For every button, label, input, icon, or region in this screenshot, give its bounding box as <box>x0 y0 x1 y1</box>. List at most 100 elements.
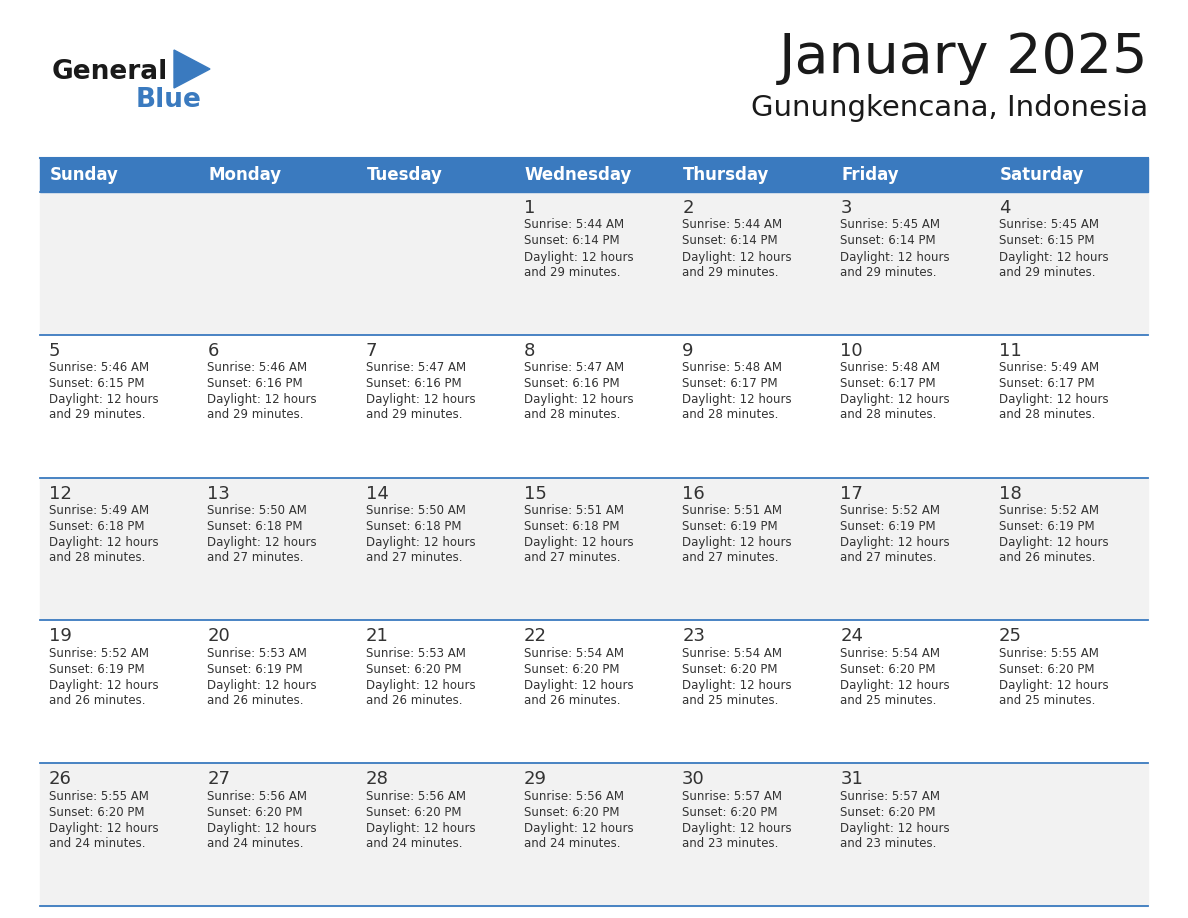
Text: Friday: Friday <box>841 166 899 184</box>
Text: and 28 minutes.: and 28 minutes. <box>840 409 937 421</box>
Text: and 28 minutes.: and 28 minutes. <box>999 409 1095 421</box>
Text: Daylight: 12 hours: Daylight: 12 hours <box>49 536 159 549</box>
Text: Monday: Monday <box>208 166 282 184</box>
Text: Sunrise: 5:53 AM: Sunrise: 5:53 AM <box>366 647 466 660</box>
Bar <box>40 763 1148 906</box>
Text: Sunset: 6:20 PM: Sunset: 6:20 PM <box>682 663 778 676</box>
Text: and 29 minutes.: and 29 minutes. <box>840 265 937 278</box>
Text: Sunset: 6:18 PM: Sunset: 6:18 PM <box>366 521 461 533</box>
Text: Daylight: 12 hours: Daylight: 12 hours <box>49 393 159 407</box>
Text: 22: 22 <box>524 627 546 645</box>
Text: Sunset: 6:20 PM: Sunset: 6:20 PM <box>840 806 936 819</box>
Text: Sunday: Sunday <box>50 166 119 184</box>
Text: Daylight: 12 hours: Daylight: 12 hours <box>524 393 633 407</box>
Text: Sunrise: 5:48 AM: Sunrise: 5:48 AM <box>682 362 782 375</box>
Text: Sunset: 6:16 PM: Sunset: 6:16 PM <box>366 377 461 390</box>
Text: Sunset: 6:19 PM: Sunset: 6:19 PM <box>682 521 778 533</box>
Text: 17: 17 <box>840 485 864 502</box>
Text: Sunset: 6:15 PM: Sunset: 6:15 PM <box>49 377 145 390</box>
Text: Sunset: 6:20 PM: Sunset: 6:20 PM <box>524 663 619 676</box>
Text: Daylight: 12 hours: Daylight: 12 hours <box>682 393 791 407</box>
Text: Thursday: Thursday <box>683 166 770 184</box>
Text: and 28 minutes.: and 28 minutes. <box>49 551 145 564</box>
Text: Daylight: 12 hours: Daylight: 12 hours <box>207 822 317 834</box>
Text: Sunrise: 5:49 AM: Sunrise: 5:49 AM <box>49 504 150 517</box>
Text: Sunset: 6:18 PM: Sunset: 6:18 PM <box>49 521 145 533</box>
Bar <box>40 335 1148 477</box>
Text: Sunset: 6:15 PM: Sunset: 6:15 PM <box>999 234 1094 248</box>
Text: Sunrise: 5:47 AM: Sunrise: 5:47 AM <box>524 362 624 375</box>
Text: Sunrise: 5:55 AM: Sunrise: 5:55 AM <box>999 647 1099 660</box>
Text: and 25 minutes.: and 25 minutes. <box>840 694 937 707</box>
Text: General: General <box>52 59 169 85</box>
Text: and 27 minutes.: and 27 minutes. <box>366 551 462 564</box>
Text: 18: 18 <box>999 485 1022 502</box>
Text: Sunrise: 5:54 AM: Sunrise: 5:54 AM <box>840 647 941 660</box>
Text: 24: 24 <box>840 627 864 645</box>
Text: and 27 minutes.: and 27 minutes. <box>207 551 304 564</box>
Bar <box>40 621 1148 763</box>
Text: Daylight: 12 hours: Daylight: 12 hours <box>999 536 1108 549</box>
Text: and 29 minutes.: and 29 minutes. <box>524 265 620 278</box>
Text: Sunset: 6:19 PM: Sunset: 6:19 PM <box>999 521 1094 533</box>
Text: 15: 15 <box>524 485 546 502</box>
Text: and 28 minutes.: and 28 minutes. <box>682 409 778 421</box>
Text: Gunungkencana, Indonesia: Gunungkencana, Indonesia <box>751 94 1148 122</box>
Text: and 24 minutes.: and 24 minutes. <box>49 836 145 850</box>
Text: 5: 5 <box>49 341 61 360</box>
Text: Sunset: 6:20 PM: Sunset: 6:20 PM <box>366 806 461 819</box>
Text: 26: 26 <box>49 770 72 789</box>
Polygon shape <box>173 50 210 88</box>
Text: Sunset: 6:20 PM: Sunset: 6:20 PM <box>999 663 1094 676</box>
Text: Sunrise: 5:44 AM: Sunrise: 5:44 AM <box>524 218 624 231</box>
Text: 23: 23 <box>682 627 706 645</box>
Text: Sunrise: 5:48 AM: Sunrise: 5:48 AM <box>840 362 941 375</box>
Text: Daylight: 12 hours: Daylight: 12 hours <box>207 679 317 692</box>
Text: Sunrise: 5:57 AM: Sunrise: 5:57 AM <box>840 789 941 802</box>
Text: and 24 minutes.: and 24 minutes. <box>524 836 620 850</box>
Text: Sunrise: 5:57 AM: Sunrise: 5:57 AM <box>682 789 782 802</box>
Text: and 25 minutes.: and 25 minutes. <box>682 694 778 707</box>
Text: Sunset: 6:20 PM: Sunset: 6:20 PM <box>840 663 936 676</box>
Text: Wednesday: Wednesday <box>525 166 632 184</box>
Text: 7: 7 <box>366 341 377 360</box>
Text: 2: 2 <box>682 199 694 217</box>
Text: and 24 minutes.: and 24 minutes. <box>207 836 304 850</box>
Text: Daylight: 12 hours: Daylight: 12 hours <box>840 393 950 407</box>
Text: 21: 21 <box>366 627 388 645</box>
Text: Daylight: 12 hours: Daylight: 12 hours <box>49 822 159 834</box>
Text: 1: 1 <box>524 199 536 217</box>
Text: 8: 8 <box>524 341 536 360</box>
Text: Daylight: 12 hours: Daylight: 12 hours <box>524 822 633 834</box>
Text: Sunrise: 5:51 AM: Sunrise: 5:51 AM <box>682 504 782 517</box>
Text: Daylight: 12 hours: Daylight: 12 hours <box>366 822 475 834</box>
Text: Daylight: 12 hours: Daylight: 12 hours <box>999 393 1108 407</box>
Bar <box>40 192 1148 335</box>
Text: Daylight: 12 hours: Daylight: 12 hours <box>207 393 317 407</box>
Text: and 26 minutes.: and 26 minutes. <box>49 694 145 707</box>
Text: Sunset: 6:17 PM: Sunset: 6:17 PM <box>840 377 936 390</box>
Text: Sunrise: 5:45 AM: Sunrise: 5:45 AM <box>840 218 941 231</box>
Text: Sunrise: 5:52 AM: Sunrise: 5:52 AM <box>999 504 1099 517</box>
Text: and 29 minutes.: and 29 minutes. <box>207 409 304 421</box>
Text: Sunrise: 5:51 AM: Sunrise: 5:51 AM <box>524 504 624 517</box>
Text: Daylight: 12 hours: Daylight: 12 hours <box>366 536 475 549</box>
Text: Sunset: 6:16 PM: Sunset: 6:16 PM <box>207 377 303 390</box>
Text: Sunset: 6:17 PM: Sunset: 6:17 PM <box>682 377 778 390</box>
Text: Sunset: 6:20 PM: Sunset: 6:20 PM <box>49 806 145 819</box>
Text: 25: 25 <box>999 627 1022 645</box>
Text: Daylight: 12 hours: Daylight: 12 hours <box>207 536 317 549</box>
Text: 11: 11 <box>999 341 1022 360</box>
Text: Daylight: 12 hours: Daylight: 12 hours <box>366 393 475 407</box>
Text: Sunset: 6:20 PM: Sunset: 6:20 PM <box>682 806 778 819</box>
Text: Sunrise: 5:56 AM: Sunrise: 5:56 AM <box>207 789 308 802</box>
Text: 4: 4 <box>999 199 1010 217</box>
Text: Sunrise: 5:52 AM: Sunrise: 5:52 AM <box>49 647 148 660</box>
Text: Daylight: 12 hours: Daylight: 12 hours <box>682 679 791 692</box>
Text: 3: 3 <box>840 199 852 217</box>
Text: Sunrise: 5:56 AM: Sunrise: 5:56 AM <box>524 789 624 802</box>
Bar <box>40 158 1148 192</box>
Text: 14: 14 <box>366 485 388 502</box>
Text: 29: 29 <box>524 770 546 789</box>
Text: 19: 19 <box>49 627 72 645</box>
